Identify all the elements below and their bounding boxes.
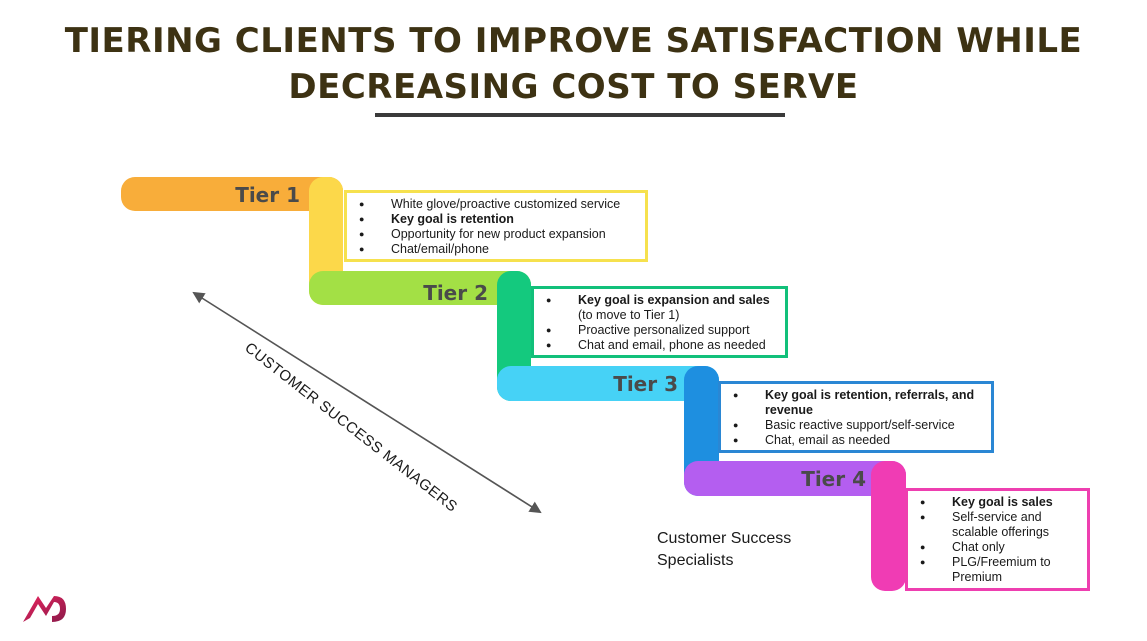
title-line-1: TIERING CLIENTS TO IMPROVE SATISFACTION … [64,21,1083,61]
list-item: White glove/proactive customized service [359,197,639,212]
list-item: Proactive personalized support [546,323,779,338]
list-item: Opportunity for new product expansion [359,227,639,242]
list-item: Key goal is sales [920,495,1081,510]
list-item-subtext: (to move to Tier 1) [578,308,680,322]
list-item: Key goal is expansion and sales(to move … [546,293,779,323]
tier-2-label: Tier 2 [423,281,488,305]
list-item: Key goal is retention [359,212,639,227]
tier-3-label: Tier 3 [613,372,678,396]
list-item: Key goal is retention, referrals, and re… [733,388,985,418]
title-line-2: DECREASING COST TO SERVE [288,67,859,107]
slide-title: TIERING CLIENTS TO IMPROVE SATISFACTION … [40,18,1107,110]
tier-1-description-box: White glove/proactive customized service… [344,190,648,262]
list-item-text: Key goal is expansion and sales [578,293,770,307]
tier-1-label: Tier 1 [235,183,300,207]
tier-1-list: White glove/proactive customized service… [353,197,639,257]
customer-success-specialists-label: Customer Success Specialists [657,530,792,569]
list-item: Basic reactive support/self-service [733,418,985,433]
list-item: PLG/Freemium to Premium [920,555,1067,585]
brand-logo-icon [23,596,66,622]
list-item: Chat only [920,540,1081,555]
tier-4-bar [684,461,906,496]
customer-success-managers-label: CUSTOMER SUCCESS MANAGERS [241,339,461,516]
title-underline [375,113,785,117]
tier-4-list: Key goal is sales Self-service and scala… [914,495,1081,585]
tier-2-bar [309,271,531,305]
tier-4-step [871,461,906,591]
tier-3-bar [497,366,719,401]
tier-4-description-box: Key goal is sales Self-service and scala… [905,488,1090,591]
list-item: Chat and email, phone as needed [546,338,779,353]
list-item: Self-service and scalable offerings [920,510,1067,540]
list-item: Chat/email/phone [359,242,639,257]
list-item: Chat, email as needed [733,433,985,448]
tier-3-list: Key goal is retention, referrals, and re… [727,388,985,448]
tier-2-list: Key goal is expansion and sales(to move … [540,293,779,353]
tier-1-bar [121,177,343,211]
tier-2-description-box: Key goal is expansion and sales(to move … [531,286,788,358]
tier-3-description-box: Key goal is retention, referrals, and re… [718,381,994,453]
tier-4-label: Tier 4 [801,467,866,491]
